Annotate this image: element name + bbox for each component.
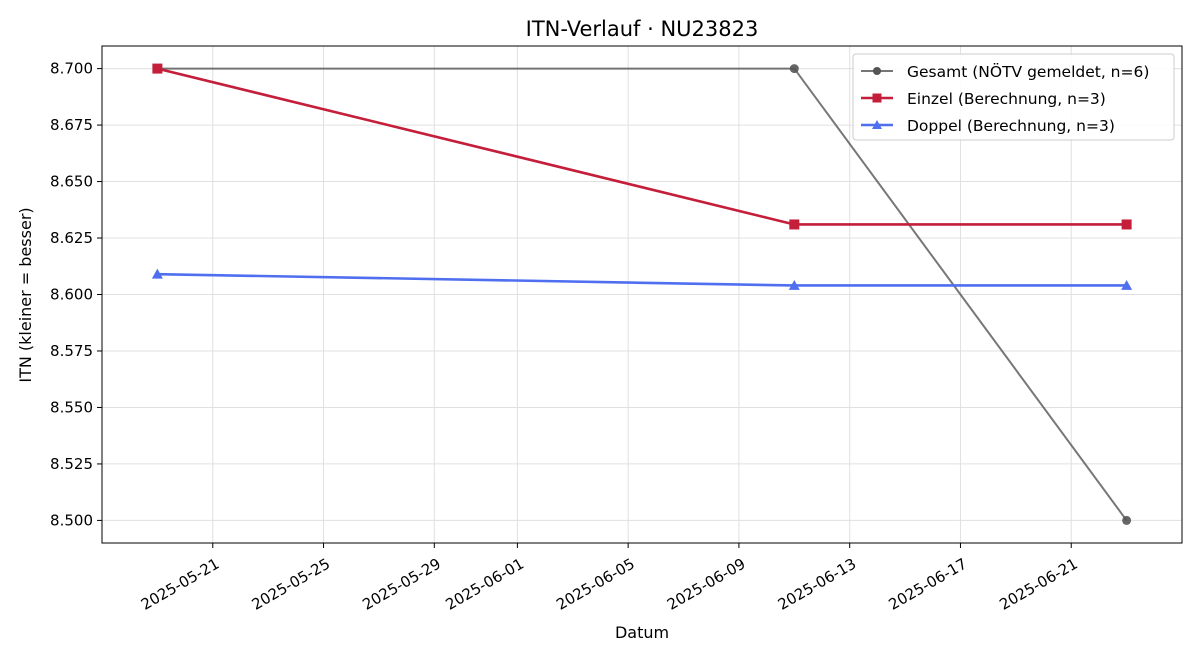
data-point [1121, 279, 1133, 290]
y-tick-label: 8.625 [50, 229, 93, 247]
data-point [1122, 515, 1132, 525]
y-tick-label: 8.500 [50, 511, 93, 529]
y-axis-label: ITN (kleiner = besser) [16, 207, 35, 382]
series-3 [151, 268, 1133, 290]
data-point [872, 93, 882, 103]
data-point [788, 279, 800, 290]
series-2 [152, 63, 1132, 230]
x-tick-label: 2025-06-21 [996, 555, 1081, 614]
series-layer [151, 63, 1133, 525]
x-tick-label: 2025-06-13 [775, 555, 860, 614]
data-point [152, 63, 163, 74]
axis-layer: 8.500 8.525 8.550 8.575 8.600 8.625 8.650 8.675… [50, 60, 1081, 614]
legend-item: Einzel (Berechnung, n=3) [861, 90, 1106, 108]
x-tick-label: 2025-06-17 [886, 555, 971, 614]
y-tick-label: 8.575 [50, 342, 93, 360]
legend-label: Doppel (Berechnung, n=3) [907, 117, 1115, 135]
grid-layer [102, 46, 1182, 543]
y-tick-label: 8.675 [50, 116, 93, 134]
series-line [157, 272, 1127, 287]
x-tick-label: 2025-05-25 [249, 555, 334, 614]
legend-item: Doppel (Berechnung, n=3) [861, 117, 1115, 135]
x-tick-label: 2025-05-21 [138, 555, 223, 614]
data-point [872, 66, 882, 76]
y-tick-label: 8.600 [50, 286, 93, 304]
data-point [789, 64, 799, 74]
legend: Gesamt (NÖTV gemeldet, n=6) Einzel (Berec… [852, 53, 1175, 141]
y-tick-label: 8.550 [50, 398, 93, 416]
data-point [789, 219, 800, 230]
x-tick-label: 2025-06-01 [442, 555, 527, 614]
data-point [1121, 219, 1132, 230]
data-point [872, 120, 882, 129]
x-tick-label: 2025-06-09 [664, 555, 749, 614]
y-tick-label: 8.525 [50, 455, 93, 473]
x-tick-label: 2025-06-05 [553, 555, 638, 614]
y-tick-label: 8.700 [50, 60, 93, 78]
legend-item: Gesamt (NÖTV gemeldet, n=6) [861, 62, 1149, 81]
y-tick-label: 8.650 [50, 173, 93, 191]
legend-label: Gesamt (NÖTV gemeldet, n=6) [907, 62, 1149, 81]
x-tick-label: 2025-05-29 [359, 555, 444, 614]
chart-title: ITN-Verlauf · NU23823 [526, 17, 759, 41]
legend-box [852, 53, 1175, 141]
legend-label: Einzel (Berechnung, n=3) [907, 90, 1106, 108]
data-point [151, 268, 163, 279]
x-axis-label: Datum [615, 623, 669, 642]
